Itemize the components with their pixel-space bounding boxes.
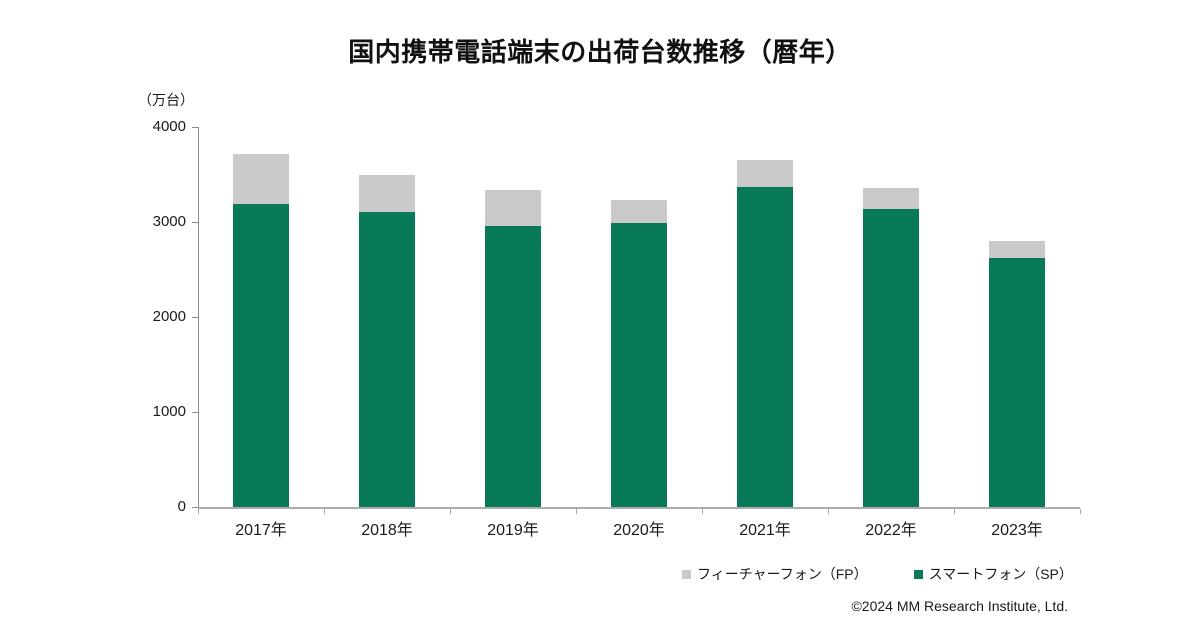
y-axis-tick xyxy=(192,317,198,318)
y-axis-tick xyxy=(192,222,198,223)
x-axis-tick xyxy=(702,509,703,514)
x-axis-tick xyxy=(828,509,829,514)
x-axis-tick xyxy=(576,509,577,514)
y-tick-label: 4000 xyxy=(152,118,186,135)
x-axis-tick xyxy=(450,509,451,514)
y-axis-tick xyxy=(192,412,198,413)
y-axis-tick xyxy=(192,507,198,508)
bar-smartphone-2018年 xyxy=(359,211,415,507)
bar-smartphone-2021年 xyxy=(737,186,793,507)
y-tick-label: 2000 xyxy=(152,308,186,325)
y-axis-unit-label: （万台） xyxy=(138,92,194,108)
legend-label-feature-phone: フィーチャーフォン（FP） xyxy=(697,566,868,582)
bar-feature-phone-2020年 xyxy=(611,200,667,223)
bar-feature-phone-2018年 xyxy=(359,174,415,212)
x-tick-label: 2022年 xyxy=(865,522,917,539)
bar-feature-phone-2023年 xyxy=(989,241,1045,259)
bar-smartphone-2020年 xyxy=(611,222,667,507)
bar-feature-phone-2021年 xyxy=(737,160,793,187)
copyright-text: ©2024 MM Research Institute, Ltd. xyxy=(851,598,1068,614)
y-tick-label: 1000 xyxy=(152,403,186,420)
bar-smartphone-2017年 xyxy=(233,203,289,507)
chart-title: 国内携帯電話端末の出荷台数推移（暦年） xyxy=(348,37,852,67)
y-axis-tick xyxy=(192,127,198,128)
x-tick-label: 2021年 xyxy=(739,522,791,539)
bar-smartphone-2019年 xyxy=(485,226,541,507)
legend-label-smartphone: スマートフォン（SP） xyxy=(928,566,1073,582)
x-tick-label: 2018年 xyxy=(361,522,413,539)
legend-swatch-feature-phone xyxy=(682,569,691,579)
x-tick-label: 2019年 xyxy=(487,522,539,539)
x-axis-tick xyxy=(324,509,325,514)
y-tick-label: 0 xyxy=(177,498,186,515)
legend-item-smartphone: スマートフォン（SP） xyxy=(913,564,1073,584)
legend-item-feature-phone: フィーチャーフォン（FP） xyxy=(682,564,868,584)
x-tick-label: 2017年 xyxy=(235,522,287,539)
x-tick-label: 2020年 xyxy=(613,522,665,539)
bar-feature-phone-2022年 xyxy=(863,187,919,209)
y-axis-line xyxy=(198,127,199,507)
bar-feature-phone-2017年 xyxy=(233,153,289,204)
y-tick-label: 3000 xyxy=(152,213,186,230)
legend-swatch-smartphone xyxy=(913,569,923,579)
x-axis-tick xyxy=(954,509,955,514)
legend: フィーチャーフォン（FP） スマートフォン（SP） xyxy=(682,564,1073,584)
x-axis-tick xyxy=(1080,509,1081,514)
x-tick-label: 2023年 xyxy=(991,522,1043,539)
bar-smartphone-2023年 xyxy=(989,258,1045,507)
bar-smartphone-2022年 xyxy=(863,208,919,507)
x-axis-tick xyxy=(198,509,199,514)
bar-feature-phone-2019年 xyxy=(485,189,541,227)
x-axis-line xyxy=(198,507,1080,509)
